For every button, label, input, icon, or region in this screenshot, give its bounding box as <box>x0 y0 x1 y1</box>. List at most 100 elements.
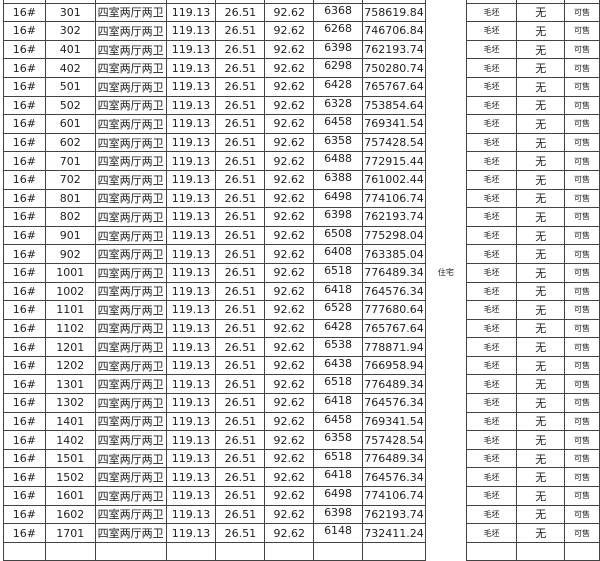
unit-price-cell: 6398 <box>313 39 363 60</box>
layout-cell: 四室两厅两卫 <box>94 411 167 432</box>
shared-area-cell: 26.51 <box>215 393 266 413</box>
building-cell: 16# <box>3 132 46 153</box>
building-cell: 16# <box>3 262 46 283</box>
layout-cell <box>94 541 167 561</box>
extra-cell: 无 <box>516 188 566 209</box>
total-area-cell: 119.13 <box>165 132 217 153</box>
layout-cell: 四室两厅两卫 <box>94 300 167 320</box>
usage-cell: 住宅 <box>424 0 467 561</box>
extra-cell: 无 <box>516 2 566 23</box>
unit-price-cell: 6428 <box>313 318 363 339</box>
unit-price-cell: 6498 <box>313 188 363 209</box>
building-cell: 16# <box>3 114 46 134</box>
decoration-cell: 毛坯 <box>465 355 518 376</box>
total-price-cell: 753854.64 <box>361 95 426 116</box>
decoration-cell: 毛坯 <box>465 393 518 413</box>
unit-no-cell: 1502 <box>44 467 96 488</box>
extra-cell: 无 <box>516 523 566 543</box>
table-row: 16# 1201 四室两厅两卫 119.13 26.51 92.62 6538 778871.… <box>3 337 600 357</box>
decoration-cell: 毛坯 <box>465 151 518 171</box>
unit-price-table: 住宅 16# 301 四室两厅两卫 119.13 26.51 92.62 6368 758619… <box>3 0 600 561</box>
status-cell: 可售 <box>564 188 600 209</box>
status-cell: 可售 <box>564 244 600 264</box>
layout-cell: 四室两厅两卫 <box>94 448 167 469</box>
decoration-cell: 毛坯 <box>465 300 518 320</box>
extra-cell: 无 <box>516 207 566 227</box>
decoration-cell: 毛坯 <box>465 169 518 190</box>
shared-area-cell: 26.51 <box>215 467 266 488</box>
unit-no-cell: 602 <box>44 132 96 153</box>
decoration-cell: 毛坯 <box>465 467 518 488</box>
total-area-cell: 119.13 <box>165 207 217 227</box>
shared-area-cell: 26.51 <box>215 188 266 209</box>
total-area-cell: 119.13 <box>165 486 217 506</box>
building-cell: 16# <box>3 151 46 171</box>
total-area-cell: 119.13 <box>165 95 217 116</box>
shared-area-cell: 26.51 <box>215 486 266 506</box>
layout-cell: 四室两厅两卫 <box>94 2 167 23</box>
unit-no-cell: 502 <box>44 95 96 116</box>
table-row: 16# 1602 四室两厅两卫 119.13 26.51 92.62 6398 762193.… <box>3 504 600 525</box>
layout-cell: 四室两厅两卫 <box>94 374 167 395</box>
unit-no-cell: 1301 <box>44 374 96 395</box>
inner-area-cell: 92.62 <box>264 21 315 41</box>
inner-area-cell: 92.62 <box>264 132 315 153</box>
total-price-cell: 757428.54 <box>361 430 426 450</box>
building-cell: 16# <box>3 169 46 190</box>
status-cell: 可售 <box>564 21 600 41</box>
extra-cell: 无 <box>516 244 566 264</box>
layout-cell: 四室两厅两卫 <box>94 523 167 543</box>
total-area-cell: 119.13 <box>165 188 217 209</box>
building-cell: 16# <box>3 355 46 376</box>
building-cell: 16# <box>3 95 46 116</box>
total-price-cell: 732411.24 <box>361 523 426 543</box>
shared-area-cell: 26.51 <box>215 58 266 78</box>
decoration-cell: 毛坯 <box>465 132 518 153</box>
shared-area-cell: 26.51 <box>215 374 266 395</box>
unit-no-cell: 402 <box>44 58 96 78</box>
decoration-cell: 毛坯 <box>465 262 518 283</box>
building-cell: 16# <box>3 374 46 395</box>
decoration-cell: 毛坯 <box>465 281 518 302</box>
inner-area-cell: 92.62 <box>264 225 315 246</box>
inner-area-cell: 92.62 <box>264 188 315 209</box>
decoration-cell: 毛坯 <box>465 39 518 60</box>
unit-no-cell: 1202 <box>44 355 96 376</box>
inner-area-cell: 92.62 <box>264 355 315 376</box>
total-area-cell: 119.13 <box>165 39 217 60</box>
layout-cell: 四室两厅两卫 <box>94 225 167 246</box>
total-area-cell: 119.13 <box>165 430 217 450</box>
layout-cell: 四室两厅两卫 <box>94 467 167 488</box>
extra-cell: 无 <box>516 411 566 432</box>
total-area-cell: 119.13 <box>165 300 217 320</box>
total-price-cell: 769341.54 <box>361 114 426 134</box>
total-price-cell: 750280.74 <box>361 58 426 78</box>
decoration-cell: 毛坯 <box>465 374 518 395</box>
building-cell: 16# <box>3 225 46 246</box>
status-cell: 可售 <box>564 374 600 395</box>
extra-cell: 无 <box>516 21 566 41</box>
table-row: 16# 902 四室两厅两卫 119.13 26.51 92.62 6408 763385.0… <box>3 244 600 264</box>
shared-area-cell: 26.51 <box>215 448 266 469</box>
total-area-cell: 119.13 <box>165 411 217 432</box>
table-row: 16# 701 四室两厅两卫 119.13 26.51 92.62 6488 772915.4… <box>3 151 600 171</box>
unit-price-cell: 6418 <box>313 467 363 488</box>
building-cell: 16# <box>3 430 46 450</box>
unit-price-cell: 6388 <box>313 169 363 190</box>
decoration-cell: 毛坯 <box>465 523 518 543</box>
status-cell: 可售 <box>564 504 600 525</box>
shared-area-cell: 26.51 <box>215 151 266 171</box>
decoration-cell: 毛坯 <box>465 504 518 525</box>
table-row-partial <box>3 541 600 561</box>
unit-no-cell: 1701 <box>44 523 96 543</box>
status-cell: 可售 <box>564 486 600 506</box>
total-price-cell: 778871.94 <box>361 337 426 357</box>
inner-area-cell: 92.62 <box>264 244 315 264</box>
extra-cell: 无 <box>516 300 566 320</box>
shared-area-cell: 26.51 <box>215 132 266 153</box>
shared-area-cell: 26.51 <box>215 318 266 339</box>
status-cell: 可售 <box>564 281 600 302</box>
table-row: 16# 601 四室两厅两卫 119.13 26.51 92.62 6458 769341.5… <box>3 114 600 134</box>
unit-no-cell: 902 <box>44 244 96 264</box>
unit-price-cell: 6528 <box>313 300 363 320</box>
